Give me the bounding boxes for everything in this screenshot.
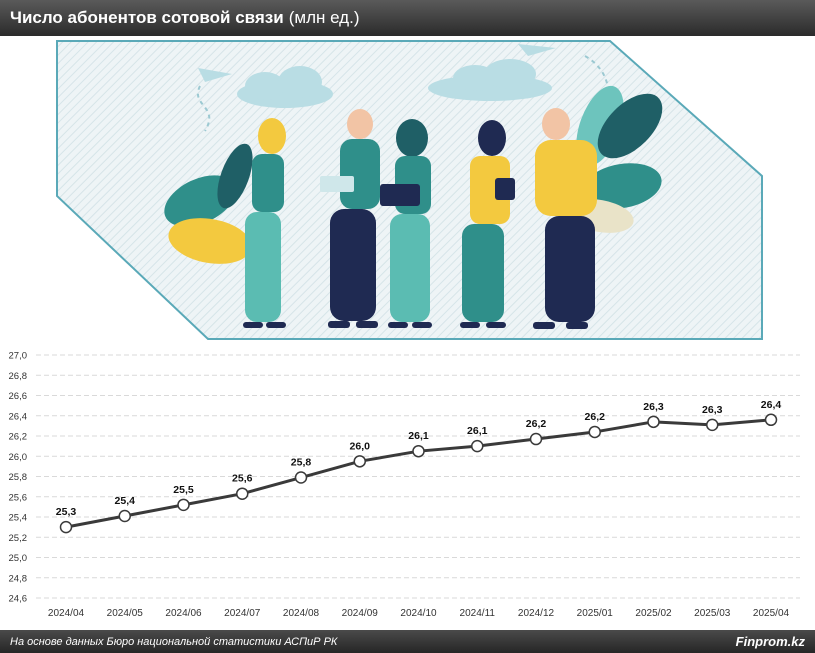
paper-plane-icon <box>198 68 232 82</box>
y-tick-label: 26,2 <box>9 432 28 443</box>
data-point <box>764 413 778 427</box>
x-axis: 2024/04 2024/05 2024/06 2024/07 2024/08 2024/… <box>48 608 790 619</box>
data-points <box>59 413 778 534</box>
cloud-icon <box>428 59 552 101</box>
x-tick-label: 2025/04 <box>753 608 790 619</box>
data-label: 25,4 <box>115 495 136 507</box>
data-point <box>353 455 366 468</box>
x-tick-label: 2024/11 <box>460 608 496 619</box>
person-figure <box>243 118 286 328</box>
data-point <box>588 425 601 439</box>
data-label: 26,1 <box>467 425 488 437</box>
y-tick-label: 27,0 <box>9 351 28 362</box>
y-tick-label: 24,6 <box>9 594 28 605</box>
data-point <box>294 471 308 484</box>
data-label: 25,6 <box>232 473 253 485</box>
cloud-icon <box>237 66 333 108</box>
x-tick-label: 2024/07 <box>224 608 261 619</box>
y-axis: 24,6 24,8 25,0 25,2 25,4 25,6 25,8 26,0 26,2 26,4… <box>9 351 28 605</box>
data-label: 25,5 <box>173 484 194 496</box>
data-label: 26,2 <box>526 418 547 430</box>
x-tick-label: 2024/06 <box>165 608 202 619</box>
y-tick-label: 26,8 <box>9 371 28 382</box>
data-point <box>647 415 660 429</box>
data-label: 25,8 <box>291 457 312 469</box>
x-tick-label: 2024/12 <box>518 608 555 619</box>
people-group-illustration <box>56 40 763 340</box>
y-tick-label: 26,0 <box>9 452 28 463</box>
x-tick-label: 2024/05 <box>107 608 144 619</box>
person-figure <box>380 119 432 328</box>
chart-unit: (млн ед.) <box>288 8 360 27</box>
y-tick-label: 25,0 <box>9 553 28 564</box>
brand-logo: Finprom.kz <box>735 634 805 649</box>
data-label: 26,1 <box>408 430 429 442</box>
x-tick-label: 2024/04 <box>48 608 85 619</box>
line-chart: 24,6 24,8 25,0 25,2 25,4 25,6 25,8 26,0 26,2 26,4… <box>9 351 800 619</box>
y-tick-label: 26,6 <box>9 391 28 402</box>
data-labels: 25,3 25,4 25,5 25,6 25,8 26,0 26,1 26,1 26,2 26,2… <box>56 399 782 518</box>
source-note: На основе данных Бюро национальной стати… <box>10 635 338 648</box>
x-tick-label: 2025/02 <box>635 608 672 619</box>
person-figure <box>533 108 597 329</box>
data-point <box>706 418 719 432</box>
x-tick-label: 2025/01 <box>577 608 614 619</box>
data-label: 26,4 <box>761 399 782 411</box>
grid-lines <box>36 354 800 599</box>
data-label: 25,3 <box>56 506 77 518</box>
data-point <box>177 498 190 512</box>
data-point <box>412 444 425 458</box>
chart-title: Число абонентов сотовой связи <box>10 8 284 27</box>
x-tick-label: 2024/08 <box>283 608 320 619</box>
data-label: 26,0 <box>350 440 371 452</box>
y-tick-label: 25,6 <box>9 492 28 503</box>
person-figure <box>320 109 380 328</box>
y-tick-label: 25,2 <box>9 533 28 544</box>
data-point <box>529 432 543 446</box>
y-tick-label: 24,8 <box>9 573 28 584</box>
data-point <box>471 439 484 453</box>
data-label: 26,3 <box>702 404 723 416</box>
y-tick-label: 25,4 <box>9 513 28 524</box>
chart-header: Число абонентов сотовой связи (млн ед.) <box>0 0 815 36</box>
x-tick-label: 2024/10 <box>400 608 437 619</box>
x-tick-label: 2024/09 <box>342 608 379 619</box>
data-point <box>59 520 73 534</box>
y-tick-label: 26,4 <box>9 411 28 422</box>
data-label: 26,2 <box>585 411 606 423</box>
y-tick-label: 25,8 <box>9 472 28 483</box>
data-point <box>236 487 249 500</box>
data-label: 26,3 <box>643 401 664 413</box>
person-figure <box>460 120 515 328</box>
data-point <box>118 509 131 523</box>
x-tick-label: 2025/03 <box>694 608 731 619</box>
leaf-icon <box>164 143 253 264</box>
paper-plane-icon <box>518 44 556 56</box>
chart-footer: На основе данных Бюро национальной стати… <box>0 630 815 653</box>
